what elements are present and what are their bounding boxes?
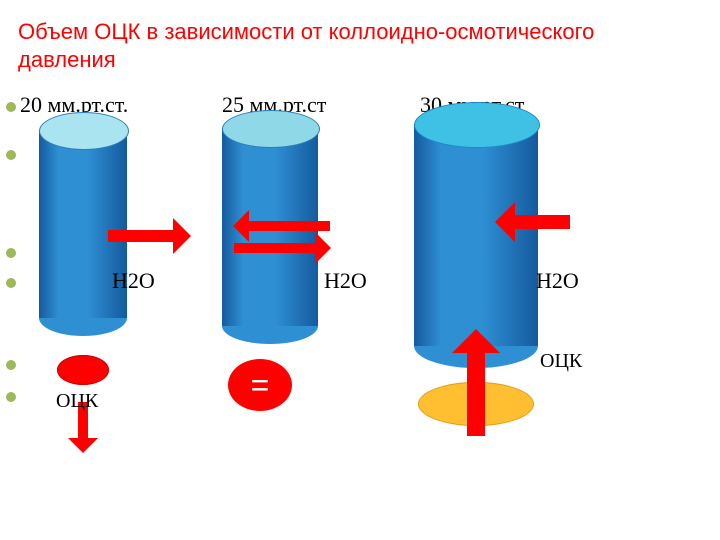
cylinder-top bbox=[414, 102, 540, 148]
arrow-shaft bbox=[234, 243, 316, 253]
arrow-shaft bbox=[514, 215, 570, 229]
list-bullet bbox=[6, 248, 16, 258]
cylinder-top bbox=[222, 110, 320, 148]
equals-badge-text: = bbox=[251, 367, 270, 404]
h2o-label: Н2О bbox=[536, 268, 579, 294]
h2o-label: Н2О bbox=[324, 268, 367, 294]
list-bullet bbox=[6, 360, 16, 370]
slide-title: Объем ОЦК в зависимости от коллоидно-осм… bbox=[18, 18, 658, 73]
arrow-shaft bbox=[248, 221, 330, 231]
equals-badge: = bbox=[228, 359, 292, 411]
ock-label: ОЦК bbox=[56, 390, 98, 413]
pool-ellipse bbox=[57, 355, 109, 385]
list-bullet bbox=[6, 392, 16, 402]
cylinder-body bbox=[414, 124, 538, 346]
arrow-head bbox=[233, 210, 249, 242]
list-bullet bbox=[6, 102, 16, 112]
arrow-head bbox=[68, 438, 98, 453]
arrow-head bbox=[173, 218, 191, 254]
arrow-shaft bbox=[108, 230, 174, 242]
list-bullet bbox=[6, 150, 16, 160]
arrow-head bbox=[495, 202, 515, 242]
ock-label: ОЦК bbox=[540, 350, 582, 373]
arrow-head bbox=[315, 232, 331, 264]
arrow-shaft bbox=[467, 352, 485, 436]
h2o-label: Н2О bbox=[112, 268, 155, 294]
list-bullet bbox=[6, 278, 16, 288]
cylinder-top bbox=[39, 112, 129, 150]
arrow-head bbox=[452, 329, 500, 353]
